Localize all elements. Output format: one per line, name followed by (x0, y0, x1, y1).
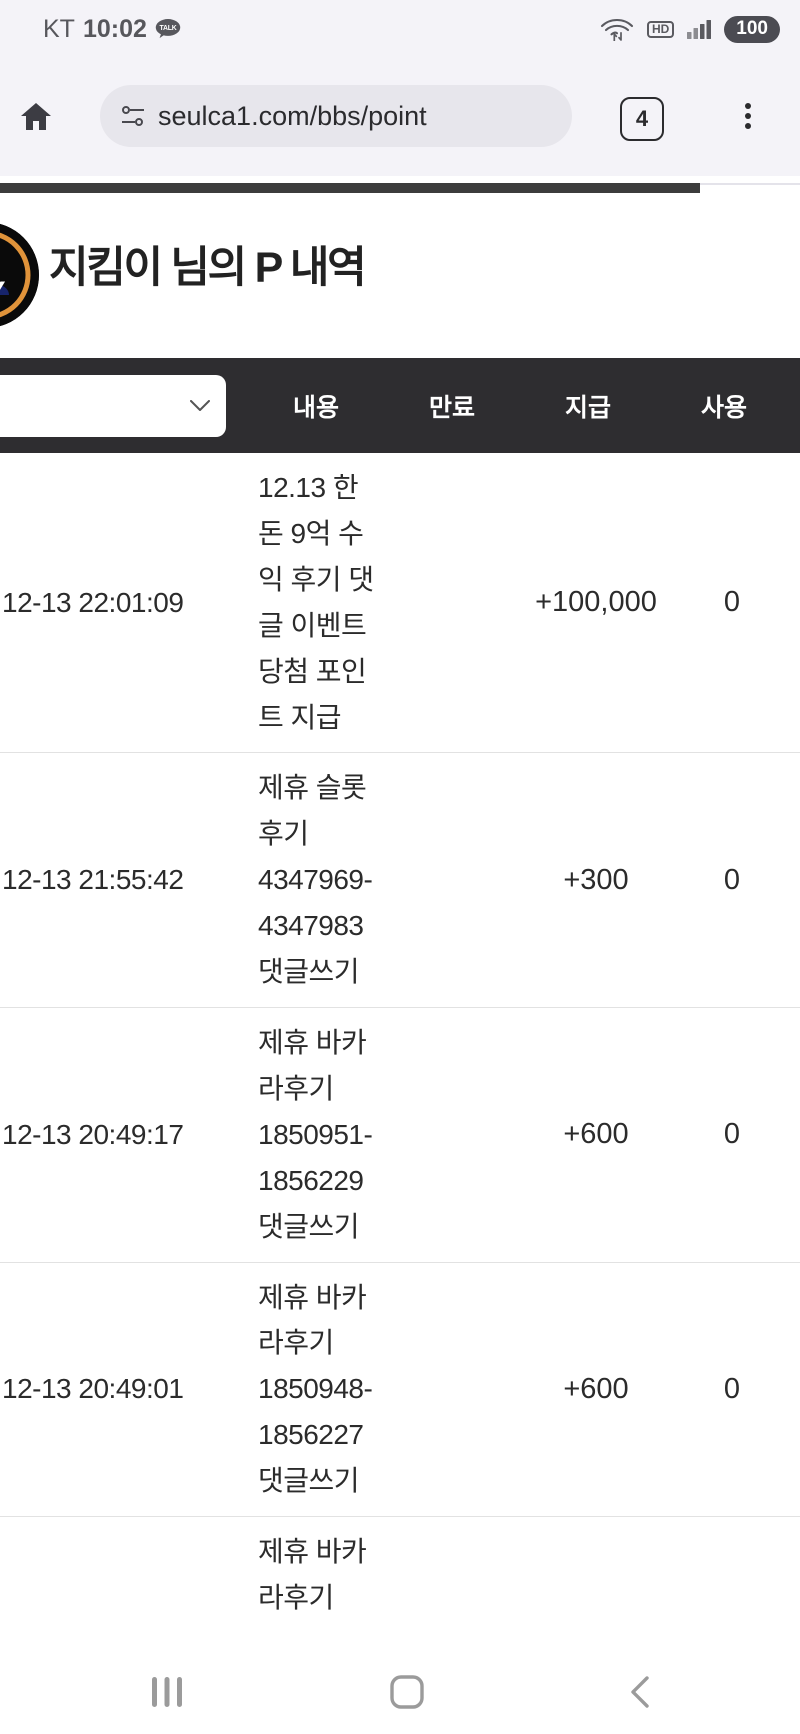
svg-text:TALK: TALK (159, 25, 176, 32)
svg-text:AY: AY (0, 276, 5, 309)
